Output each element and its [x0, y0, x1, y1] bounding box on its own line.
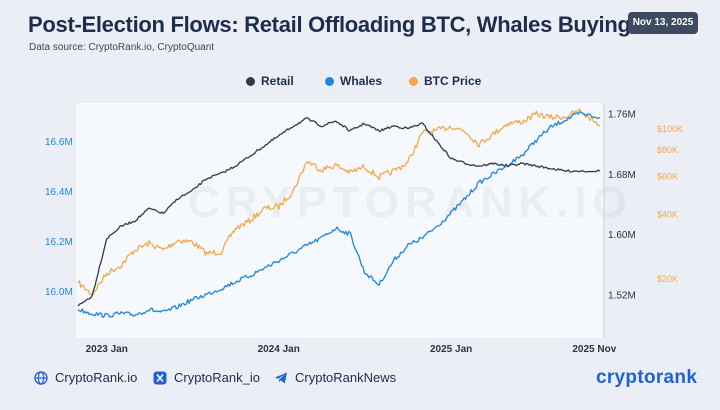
- legend-label-whales: Whales: [340, 74, 383, 88]
- footer-link-telegram[interactable]: CryptoRankNews: [274, 370, 396, 385]
- x-tick-label: 2024 Jan: [258, 344, 300, 355]
- legend-item-retail: Retail: [246, 74, 294, 88]
- y-left-tick-label: 16.2M: [45, 237, 73, 248]
- y-price-tick-label: $100K: [657, 124, 683, 134]
- footer: CryptoRank.io CryptoRank_io CryptoRankNe…: [0, 362, 720, 392]
- footer-link-telegram-label: CryptoRankNews: [295, 370, 397, 385]
- x-tick-label: 2025 Jan: [430, 344, 472, 355]
- x-tick-label: 2023 Jan: [86, 344, 128, 355]
- y-left-tick-label: 16.0M: [45, 287, 73, 298]
- brand-logo[interactable]: cryptorank: [596, 367, 698, 388]
- legend-dot-btc-price: [409, 76, 418, 86]
- globe-icon: [34, 370, 48, 385]
- legend-label-retail: Retail: [261, 74, 294, 88]
- y-price-tick-label: $40K: [657, 209, 678, 219]
- y-price-tick-label: $80K: [657, 145, 678, 155]
- y-right-tick-label: 1.76M: [608, 110, 636, 121]
- y-left-tick-label: 16.6M: [45, 137, 73, 148]
- series-line-btc-price: [77, 108, 601, 296]
- footer-link-website[interactable]: CryptoRank.io: [34, 370, 137, 385]
- footer-link-website-label: CryptoRank.io: [55, 370, 138, 385]
- x-tick-label: 2025 Nov: [572, 344, 616, 355]
- x-icon: [153, 371, 167, 384]
- legend-label-btc-price: BTC Price: [424, 74, 482, 88]
- y-right-tick-label: 1.68M: [608, 170, 636, 181]
- series-line-retail: [77, 116, 601, 307]
- axes-group: 16.0M 16.2M 16.4M 16.6M 1.52M 1.60M 1.68M 1.76M…: [45, 104, 683, 355]
- page-title: Post-Election Flows: Retail Offloading B…: [28, 12, 631, 37]
- footer-link-x[interactable]: CryptoRank_io: [153, 370, 260, 385]
- legend-item-whales: Whales: [325, 74, 382, 88]
- date-badge: Nov 13, 2025: [628, 12, 698, 34]
- data-source-caption: Data source: CryptoRank.io, CryptoQuant: [29, 42, 215, 53]
- y-right-tick-label: 1.60M: [608, 230, 636, 241]
- footer-link-x-label: CryptoRank_io: [174, 370, 260, 385]
- y-right-tick-label: 1.52M: [608, 291, 636, 302]
- legend-dot-retail: [246, 76, 255, 86]
- y-price-tick-label: $20K: [657, 274, 678, 284]
- watermark: CRYPTORANK.IO: [188, 178, 633, 227]
- y-left-tick-label: 16.4M: [45, 187, 73, 198]
- y-price-tick-label: $60K: [657, 172, 678, 182]
- legend-item-btc-price: BTC Price: [409, 74, 481, 88]
- plot-area: [76, 103, 604, 338]
- telegram-icon: [275, 372, 287, 383]
- legend-dot-whales: [325, 76, 334, 86]
- series-line-whales: [77, 111, 601, 318]
- series-group: [77, 108, 601, 318]
- legend: Retail Whales BTC Price: [0, 74, 720, 90]
